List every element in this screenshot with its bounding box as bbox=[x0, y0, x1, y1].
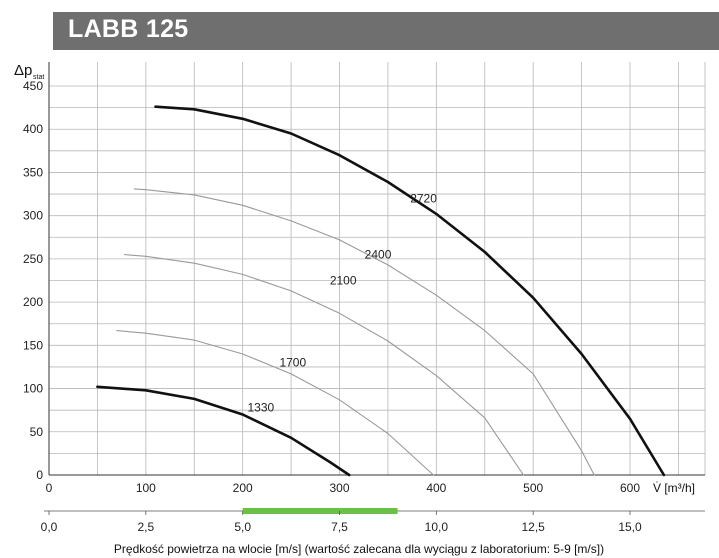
chart-grid bbox=[48, 62, 706, 476]
secondary-x-tick-label: 2,5 bbox=[137, 520, 154, 534]
y-tick-label: 400 bbox=[23, 122, 43, 136]
x-tick-label: 0 bbox=[46, 481, 53, 495]
secondary-x-tick-label: 15,0 bbox=[618, 520, 642, 534]
chart-axes: 0 50 100 150 200 250 300 350 400 450 0 100 200 300 400… bbox=[23, 62, 705, 495]
chart-series-group: 1330 1700 2100 2400 2720 bbox=[96, 105, 666, 477]
header-bar: LABB 125 bbox=[53, 12, 719, 50]
secondary-x-tick-label: 0,0 bbox=[41, 520, 58, 534]
recommended-range-bar bbox=[242, 508, 398, 514]
y-tick-label: 50 bbox=[30, 425, 44, 439]
y-tick-label: 300 bbox=[23, 209, 43, 223]
y-tick-label: 150 bbox=[23, 338, 43, 352]
y-tick-label: 350 bbox=[23, 165, 43, 179]
series-label-2100: 2100 bbox=[330, 274, 357, 288]
y-tick-label: 450 bbox=[23, 79, 43, 93]
y-tick-label: 0 bbox=[36, 468, 43, 482]
x-tick-label: 500 bbox=[523, 481, 543, 495]
y-axis-title-subscript: stat bbox=[33, 74, 44, 81]
y-tick-label: 200 bbox=[23, 295, 43, 309]
x-tick-label: 600 bbox=[620, 481, 640, 495]
series-label-1700: 1700 bbox=[279, 356, 306, 370]
y-tick-label: 250 bbox=[23, 252, 43, 266]
series-curve-1700 bbox=[116, 330, 434, 476]
series-curve-2400 bbox=[133, 188, 595, 476]
secondary-x-tick-label: 5,0 bbox=[234, 520, 251, 534]
series-label-2720: 2720 bbox=[410, 191, 437, 205]
secondary-axis: 0,0 2,5 5,0 7,5 10,0 12,5 15,0 bbox=[41, 508, 705, 534]
x-tick-label: 200 bbox=[233, 481, 253, 495]
x-tick-label: 400 bbox=[426, 481, 446, 495]
series-curve-2720 bbox=[154, 105, 666, 477]
x-axis-title: V̇ [m³/h] bbox=[653, 481, 695, 495]
x-tick-label: 100 bbox=[136, 481, 156, 495]
series-curve-1330 bbox=[96, 385, 351, 477]
series-curve-2100 bbox=[123, 254, 525, 476]
secondary-x-axis-title: Prędkość powietrza na wlocie [m/s] (wart… bbox=[114, 542, 604, 556]
x-tick-label: 300 bbox=[329, 481, 349, 495]
secondary-x-tick-label: 10,0 bbox=[425, 520, 449, 534]
series-label-2400: 2400 bbox=[365, 248, 392, 262]
series-label-1330: 1330 bbox=[248, 401, 275, 415]
secondary-x-tick-label: 7,5 bbox=[331, 520, 348, 534]
y-tick-label: 100 bbox=[23, 382, 43, 396]
secondary-x-tick-label: 12,5 bbox=[521, 520, 545, 534]
y-axis-title: Δp bbox=[14, 62, 32, 79]
page-title: LABB 125 bbox=[68, 15, 189, 43]
